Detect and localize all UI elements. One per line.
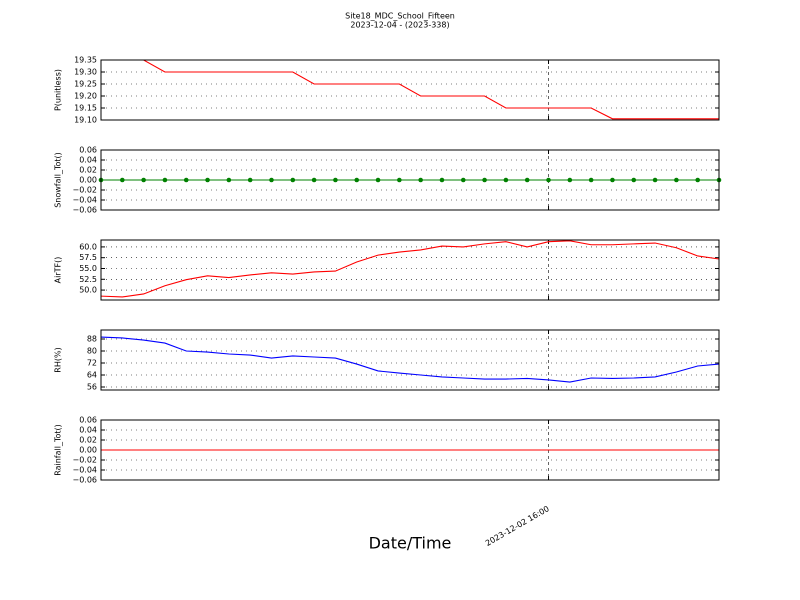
data-point bbox=[247, 177, 253, 183]
data-point bbox=[460, 177, 466, 183]
y-tick-label: 19.35 bbox=[74, 56, 97, 65]
y-tick-label: 60.0 bbox=[79, 242, 97, 251]
data-point bbox=[311, 177, 317, 183]
data-point bbox=[439, 177, 445, 183]
data-point bbox=[354, 177, 360, 183]
y-tick-label: 0.04 bbox=[79, 426, 97, 435]
y-tick-label: 0.02 bbox=[79, 166, 97, 175]
y-tick-label: −0.04 bbox=[72, 466, 97, 475]
data-point bbox=[226, 177, 232, 183]
data-point bbox=[482, 177, 487, 183]
data-point bbox=[567, 177, 573, 183]
data-point bbox=[695, 177, 700, 183]
plot-frame bbox=[100, 149, 720, 211]
data-point bbox=[120, 177, 125, 183]
y-axis-title: Rainfall_Tot() bbox=[54, 424, 63, 476]
data-point bbox=[546, 177, 551, 183]
data-point bbox=[205, 177, 210, 183]
y-tick-label: 0.06 bbox=[79, 146, 97, 155]
data-point bbox=[162, 177, 168, 183]
y-tick-label: −0.04 bbox=[72, 196, 97, 205]
y-tick-label: −0.02 bbox=[72, 456, 97, 465]
plot-frame bbox=[100, 59, 720, 121]
y-tick-label: −0.02 bbox=[72, 186, 97, 195]
y-tick-label: 19.15 bbox=[74, 104, 97, 113]
data-point bbox=[588, 177, 594, 183]
y-tick-label: 88 bbox=[87, 335, 97, 344]
data-point bbox=[610, 177, 615, 183]
data-point bbox=[183, 177, 189, 183]
y-tick-label: 19.30 bbox=[74, 68, 97, 77]
y-tick-label: 55.0 bbox=[79, 264, 97, 273]
y-axis-title: P(unitless) bbox=[54, 69, 63, 111]
data-point bbox=[631, 177, 637, 183]
y-tick-label: 19.25 bbox=[74, 80, 97, 89]
data-line bbox=[100, 336, 720, 383]
data-point bbox=[375, 177, 381, 183]
y-axis-title: Snowfall_Tot() bbox=[54, 152, 63, 208]
y-tick-label: 0.06 bbox=[79, 416, 97, 425]
data-point bbox=[652, 177, 658, 183]
y-tick-label: 0.00 bbox=[79, 176, 97, 185]
y-tick-label: 19.20 bbox=[74, 92, 97, 101]
plot-frame bbox=[100, 419, 720, 481]
data-point bbox=[418, 177, 423, 183]
data-point bbox=[674, 177, 679, 183]
y-tick-label: 0.00 bbox=[79, 446, 97, 455]
y-tick-label: −0.06 bbox=[72, 206, 97, 215]
y-axis-title: RH(%) bbox=[54, 347, 63, 372]
y-tick-label: 0.04 bbox=[79, 156, 97, 165]
data-point bbox=[397, 177, 402, 183]
chart-title: Site18_MDC_School_Fifteen bbox=[345, 12, 455, 21]
y-tick-label: 72 bbox=[87, 359, 97, 368]
y-tick-label: 80 bbox=[87, 347, 97, 356]
data-point bbox=[290, 177, 296, 183]
x-axis-title: Date/Time bbox=[369, 534, 452, 553]
plot-frame bbox=[100, 329, 720, 391]
data-line bbox=[101, 59, 719, 120]
data-point bbox=[141, 177, 146, 183]
y-tick-label: 56 bbox=[87, 383, 97, 392]
y-tick-label: −0.06 bbox=[72, 476, 97, 485]
y-axis-title: AirTF() bbox=[54, 257, 63, 284]
data-point bbox=[269, 177, 274, 183]
y-tick-label: 64 bbox=[87, 371, 97, 380]
data-point bbox=[333, 177, 338, 183]
y-tick-label: 19.10 bbox=[74, 116, 97, 125]
data-point bbox=[524, 177, 530, 183]
plot-frame bbox=[100, 239, 720, 301]
data-point bbox=[503, 177, 509, 183]
y-tick-label: 52.5 bbox=[79, 275, 97, 284]
data-line bbox=[100, 240, 720, 298]
y-tick-label: 50.0 bbox=[79, 286, 97, 295]
chart-subtitle: 2023-12-04 - (2023-338) bbox=[350, 21, 449, 30]
y-tick-label: 57.5 bbox=[79, 253, 97, 262]
y-tick-label: 0.02 bbox=[79, 436, 97, 445]
